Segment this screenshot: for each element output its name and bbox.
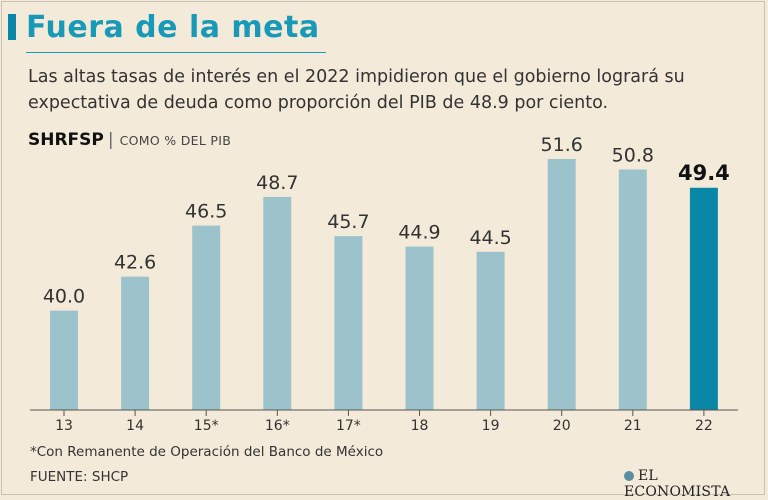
bar-19 <box>476 251 505 410</box>
data-label: 50.8 <box>612 144 654 166</box>
data-label: 44.9 <box>398 222 440 244</box>
x-tick-label: 18 <box>411 418 429 434</box>
chart-label-main: SHRFSP <box>28 130 104 150</box>
bar-16-star <box>263 196 292 410</box>
source-note: FUENTE: SHCP <box>30 469 129 485</box>
bar-14 <box>121 276 150 410</box>
bar-13 <box>50 310 78 410</box>
bar-17-star <box>334 236 363 410</box>
logo-icon <box>624 471 634 481</box>
x-tick-label: 14 <box>126 418 144 434</box>
x-tick-label: 21 <box>624 418 642 434</box>
chart-label-sub: COMO % DEL PIB <box>119 133 232 148</box>
bar-15-star <box>192 225 221 410</box>
data-label: 40.0 <box>43 286 85 308</box>
footnote: *Con Remanente de Operación del Banco de… <box>30 444 384 460</box>
x-tick-label: 20 <box>553 418 571 434</box>
bar-22 <box>689 187 718 410</box>
bar-20 <box>547 159 576 410</box>
data-label: 42.6 <box>114 252 156 274</box>
chart-label: SHRFSP | COMO % DEL PIB <box>28 130 231 150</box>
x-tick-label: 13 <box>55 418 73 434</box>
data-label: 49.4 <box>678 161 730 185</box>
title-accent-bar <box>8 14 16 40</box>
x-tick-label: 17* <box>336 418 361 434</box>
data-label: 44.5 <box>469 227 511 249</box>
bar-18 <box>405 246 434 410</box>
x-tick-label: 15* <box>194 418 219 434</box>
publisher-logo: EL ECONOMISTA <box>624 468 768 500</box>
data-label: 45.7 <box>327 211 369 233</box>
page-title: Fuera de la meta <box>26 10 320 45</box>
x-tick-label: 19 <box>482 418 500 434</box>
chart-label-separator: | <box>107 130 114 150</box>
x-tick-label: 22 <box>695 418 713 434</box>
title-underline <box>26 52 326 53</box>
bar-21 <box>618 169 647 410</box>
logo-text: EL ECONOMISTA <box>624 468 731 500</box>
data-label: 48.7 <box>256 172 298 194</box>
data-label: 46.5 <box>185 201 227 223</box>
data-label: 51.6 <box>541 134 583 156</box>
x-tick-label: 16* <box>265 418 290 434</box>
subtitle: Las altas tasas de interés en el 2022 im… <box>28 67 685 113</box>
